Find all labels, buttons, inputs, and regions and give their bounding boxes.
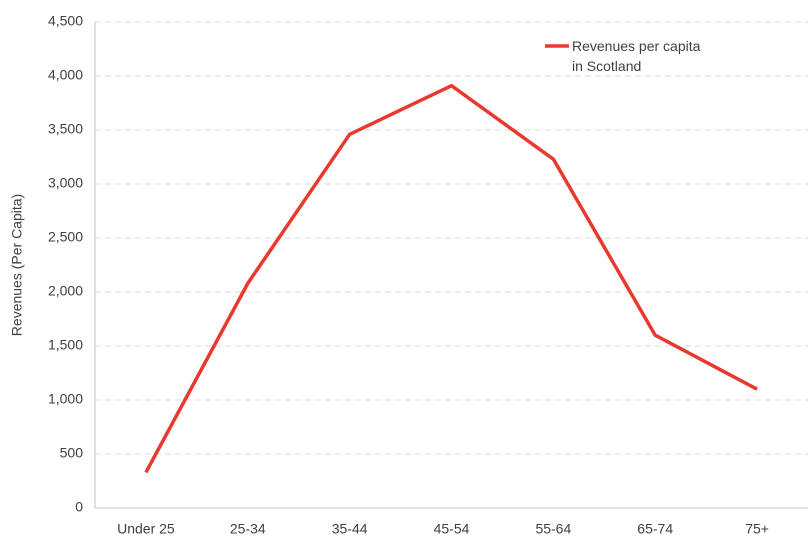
data-line [144,83,758,474]
y-tick-label: 0 [75,499,83,515]
y-tick-label: 4,000 [48,67,83,83]
y-tick-label: 500 [60,445,84,461]
x-tick-label: 25-34 [230,521,266,537]
x-tick-label: 75+ [745,521,769,537]
x-tick-label: 45-54 [434,521,470,537]
y-axis-title: Revenues (Per Capita) [9,194,25,336]
y-tick-label: 2,500 [48,229,83,245]
x-tick-label: 55-64 [535,521,571,537]
y-tick-label: 1,500 [48,337,83,353]
x-tick-label: 35-44 [332,521,368,537]
y-tick-label: 3,000 [48,175,83,191]
y-tick-label: 2,000 [48,283,83,299]
y-tick-label: 3,500 [48,121,83,137]
legend-label: Revenues per capita in Scotland [572,38,701,74]
x-tick-label: Under 25 [117,521,175,537]
y-tick-label: 1,000 [48,391,83,407]
x-tick-label: 65-74 [637,521,673,537]
y-tick-label: 4,500 [48,13,83,29]
